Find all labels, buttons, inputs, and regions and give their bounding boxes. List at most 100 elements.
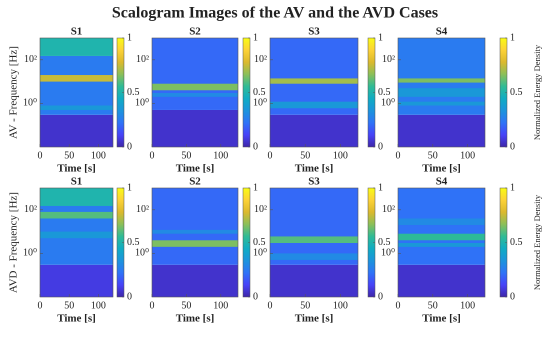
y-axis-label: AVD - Frequency [Hz]	[8, 192, 20, 293]
colorbar-tick-label: 0.5	[253, 87, 266, 98]
heatmap-band	[152, 264, 238, 297]
colorbar-tick-label: 0.5	[510, 237, 523, 248]
heatmap-band	[270, 188, 358, 265]
colorbar-tick-label: 0	[510, 291, 515, 302]
heatmap-band	[398, 114, 485, 147]
heatmap-band	[152, 229, 238, 234]
heatmap-band	[152, 92, 238, 97]
colorbar-tick-label: 0	[127, 141, 132, 152]
y-tick-label: 10⁰	[381, 98, 395, 109]
x-tick-label: 50	[181, 150, 191, 161]
figure-title: Scalogram Images of the AV and the AVD C…	[112, 5, 438, 22]
heatmap-band	[270, 253, 358, 260]
heatmap-band	[40, 264, 113, 297]
heatmap-band	[152, 240, 238, 247]
panel-title: S2	[189, 176, 201, 188]
plot-frame	[151, 37, 239, 148]
x-tick-label: 0	[268, 300, 273, 311]
heatmap-band	[398, 101, 485, 106]
x-tick-label: 50	[300, 150, 310, 161]
x-tick-label: 100	[213, 300, 228, 311]
heatmap-band	[40, 75, 113, 82]
colorbar-tick-label: 0	[253, 291, 258, 302]
y-tick-label: 10⁰	[135, 248, 149, 259]
colorbar-tick-label: 1	[378, 32, 383, 43]
colorbar-tick-label: 1	[378, 182, 383, 193]
x-tick-label: 50	[428, 150, 438, 161]
colorbar-tick-label: 1	[127, 182, 132, 193]
heatmap-band	[152, 188, 238, 265]
x-tick-label: 0	[150, 300, 155, 311]
panel-title: S4	[436, 176, 448, 188]
x-axis-label: Time [s]	[422, 313, 461, 325]
panel-title: S3	[308, 26, 320, 38]
colorbar-tick-label: 0.5	[127, 237, 140, 248]
plot-frame	[151, 187, 239, 298]
x-tick-label: 100	[91, 300, 106, 311]
colorbar-tick-label: 0	[378, 291, 383, 302]
x-tick-label: 50	[300, 300, 310, 311]
x-tick-label: 0	[38, 300, 43, 311]
colorbar-label: Normalized Energy Density	[532, 44, 542, 140]
heatmap-band	[40, 114, 113, 147]
heatmap-band	[40, 105, 113, 110]
x-axis-label: Time [s]	[57, 163, 96, 175]
x-tick-label: 100	[91, 150, 106, 161]
y-tick-label: 10⁰	[253, 98, 267, 109]
y-tick-label: 10²	[24, 54, 37, 65]
colorbar-tick-label: 0	[510, 141, 515, 152]
y-tick-label: 10⁰	[135, 98, 149, 109]
heatmap-band	[40, 231, 113, 239]
heatmap-band	[270, 114, 358, 147]
y-tick-label: 10⁰	[23, 98, 37, 109]
heatmap-band	[398, 233, 485, 241]
x-tick-label: 0	[396, 150, 401, 161]
x-tick-label: 0	[38, 150, 43, 161]
colorbar-tick-label: 0	[253, 141, 258, 152]
y-axis-label: AV - Frequency [Hz]	[8, 46, 20, 139]
heatmap-band	[40, 55, 113, 115]
heatmap-band	[270, 101, 358, 109]
heatmap-band	[398, 188, 485, 265]
heatmap-band	[40, 188, 113, 206]
y-tick-label: 10⁰	[381, 248, 395, 259]
heatmap-band	[152, 109, 238, 147]
heatmap-band	[40, 211, 113, 219]
y-tick-label: 10⁰	[23, 248, 37, 259]
x-tick-label: 100	[213, 150, 228, 161]
x-tick-label: 50	[64, 150, 74, 161]
colorbar-tick-label: 1	[253, 32, 258, 43]
panel-title: S1	[71, 176, 83, 188]
colorbar-tick-label: 0.5	[253, 237, 266, 248]
panel-title: S2	[189, 26, 201, 38]
panel-title: S3	[308, 176, 320, 188]
x-axis-label: Time [s]	[422, 163, 461, 175]
heatmap-band	[270, 264, 358, 297]
colorbar-tick-label: 0	[378, 141, 383, 152]
x-axis-label: Time [s]	[295, 313, 334, 325]
plot-frame	[397, 187, 486, 298]
x-tick-label: 100	[460, 300, 475, 311]
x-tick-label: 0	[396, 300, 401, 311]
heatmap-band	[398, 88, 485, 97]
y-tick-label: 10²	[136, 54, 149, 65]
colorbar-tick-label: 0.5	[378, 237, 391, 248]
x-axis-label: Time [s]	[176, 313, 215, 325]
heatmap-band	[398, 218, 485, 226]
x-tick-label: 100	[460, 150, 475, 161]
x-axis-label: Time [s]	[176, 163, 215, 175]
y-tick-label: 10²	[136, 204, 149, 215]
heatmap-band	[152, 83, 238, 91]
x-tick-label: 50	[64, 300, 74, 311]
plot-frame	[397, 37, 486, 148]
colorbar-tick-label: 0.5	[510, 87, 523, 98]
x-tick-label: 0	[150, 150, 155, 161]
x-tick-label: 0	[268, 150, 273, 161]
y-tick-label: 10²	[24, 204, 37, 215]
heatmap-band	[40, 38, 113, 56]
y-tick-label: 10²	[254, 204, 267, 215]
x-tick-label: 100	[333, 300, 348, 311]
heatmap-band	[398, 242, 485, 247]
heatmap-band	[152, 38, 238, 110]
